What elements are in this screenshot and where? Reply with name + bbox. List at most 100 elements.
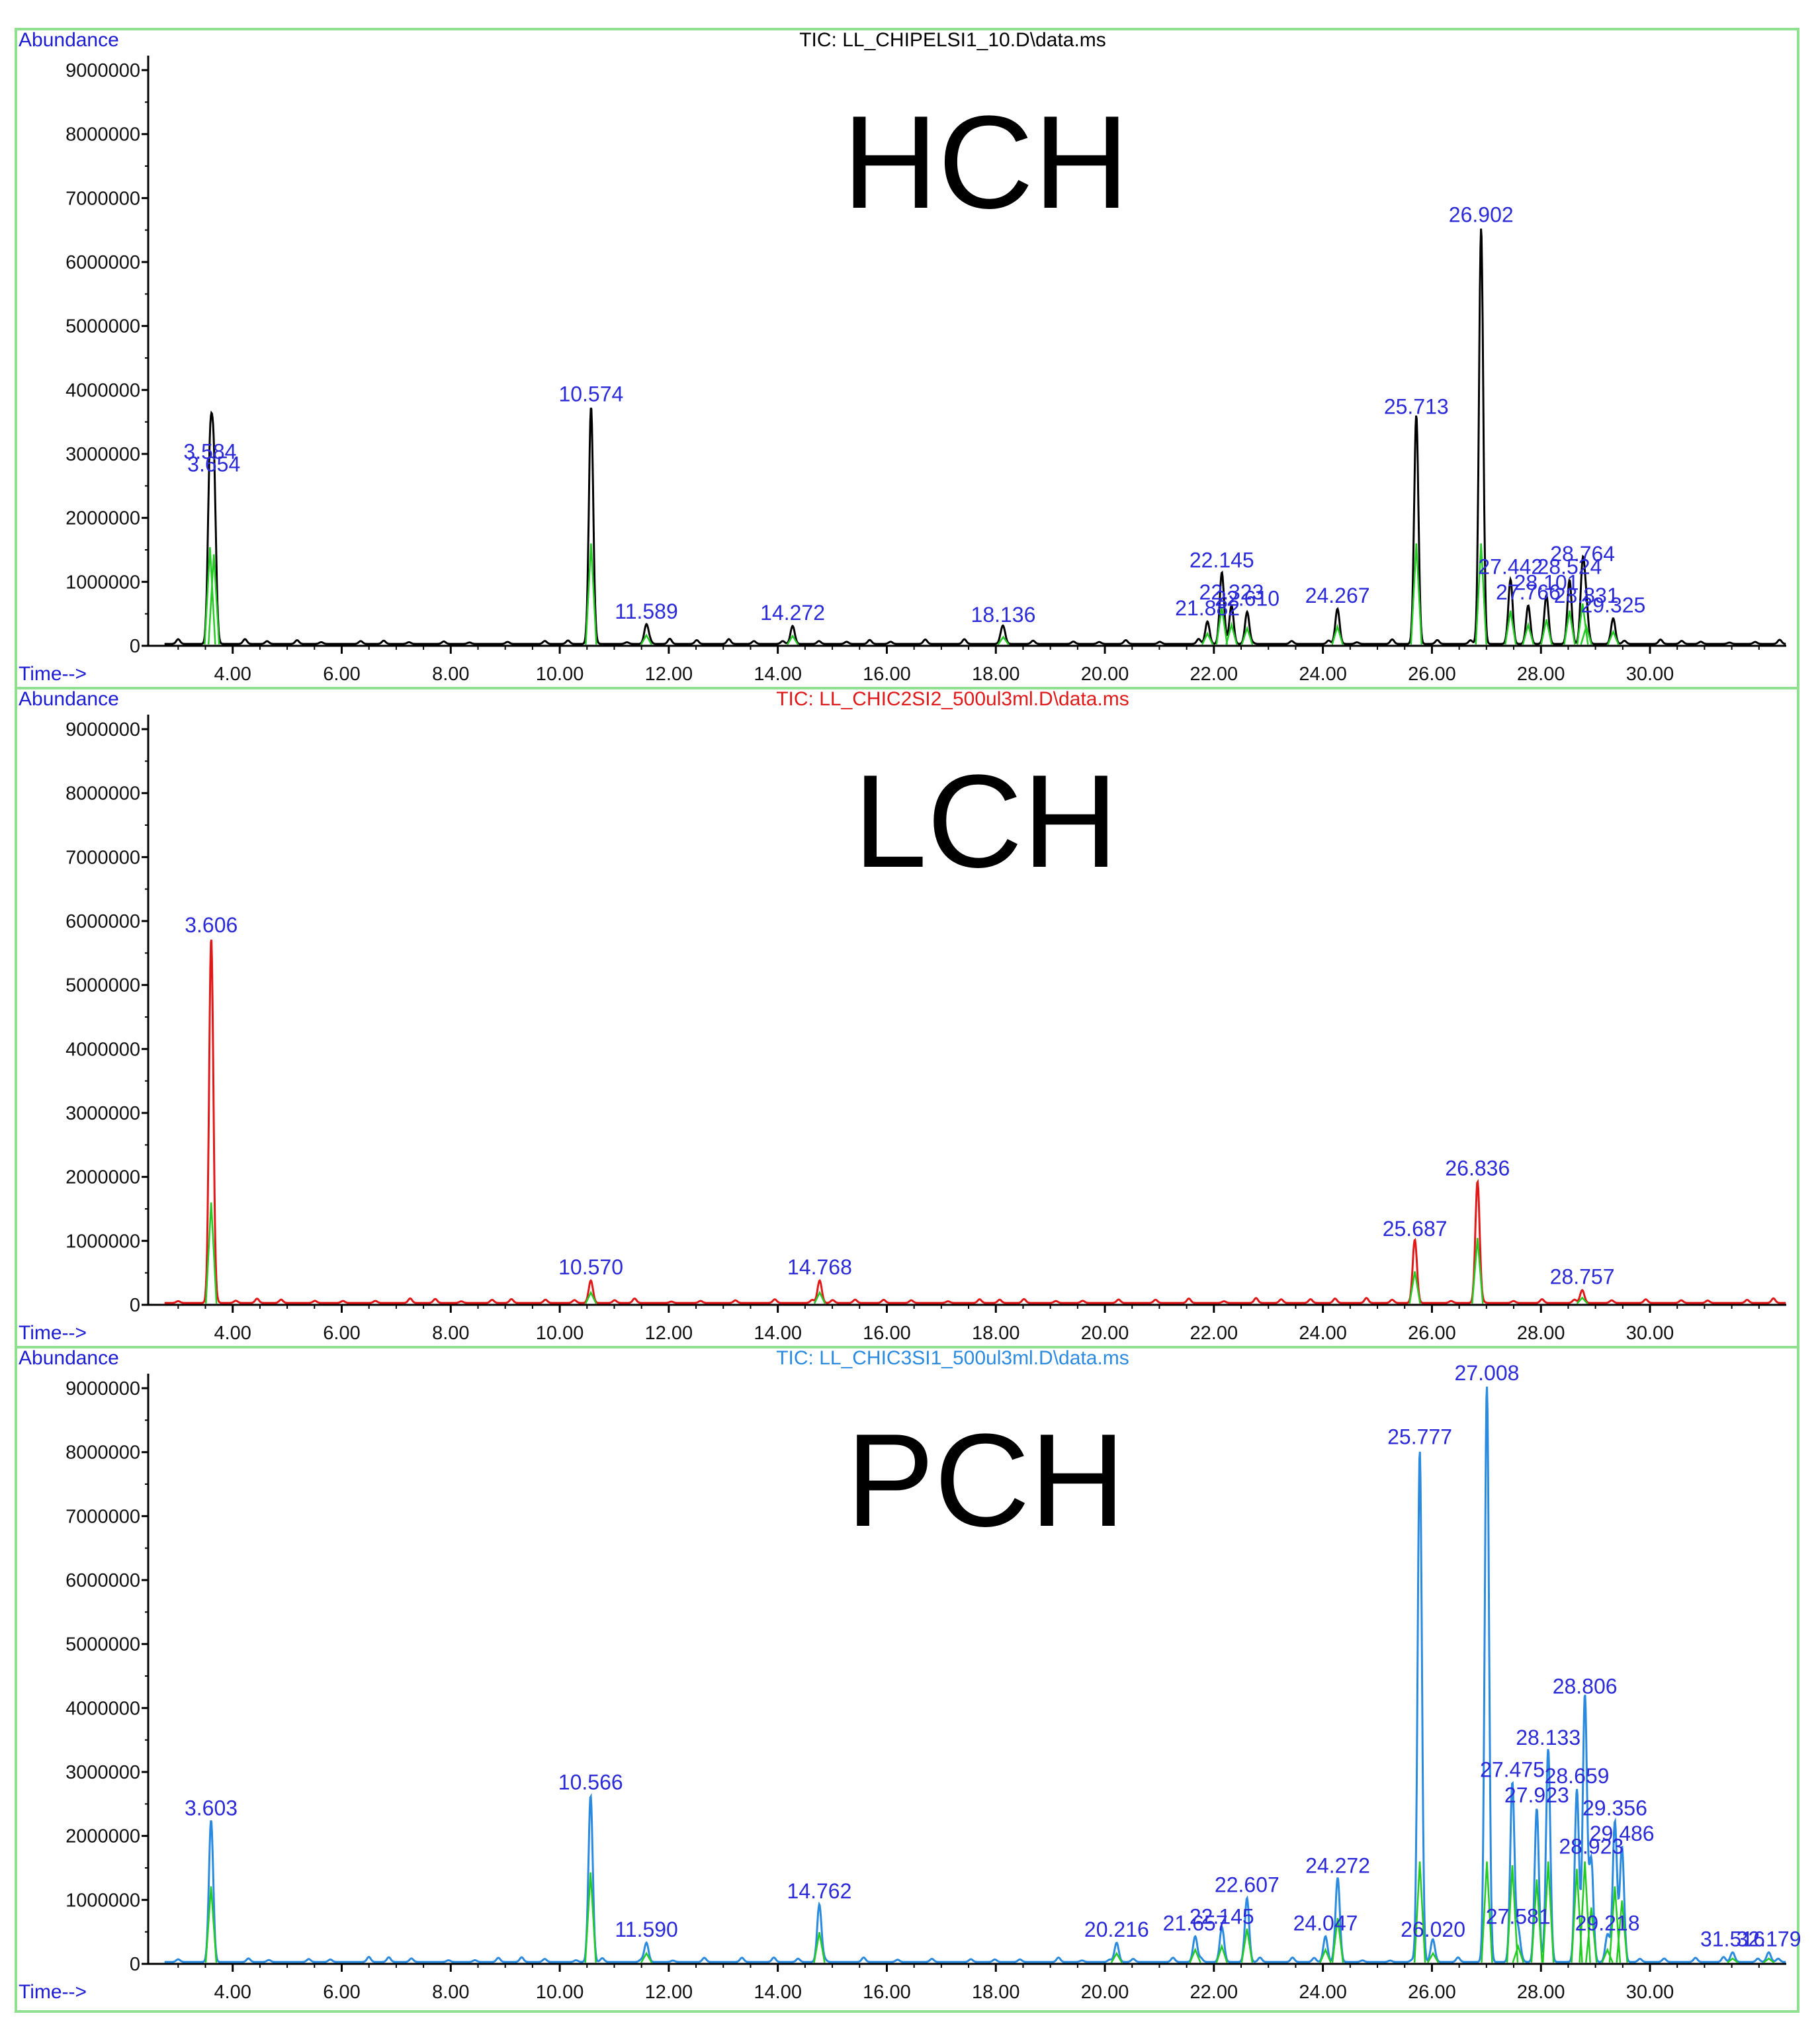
peak-label: 27.923 (1504, 1783, 1569, 1807)
y-tick-label: 9000000 (65, 60, 140, 81)
x-tick-label: 24.00 (1299, 1982, 1347, 2003)
peak-label: 14.768 (787, 1255, 852, 1279)
x-tick-label: 18.00 (972, 664, 1020, 685)
integration-mark (1110, 1951, 1123, 1963)
integration-mark (1410, 543, 1423, 645)
integration-mark (1585, 1907, 1598, 1963)
chart-panel-hch: 0 1000000 2000000 3000000 4000000 5000000 6000… (15, 28, 1799, 689)
peak-label: 21.657 (1163, 1911, 1228, 1935)
peak-label: 18.136 (971, 603, 1036, 627)
y-tick-label: 7000000 (65, 1506, 140, 1527)
peak-label: 22.323 (1199, 580, 1264, 604)
x-tick-label: 18.00 (972, 1982, 1020, 2003)
x-tick-label: 18.00 (972, 1323, 1020, 1344)
y-tick-label: 4000000 (65, 1039, 140, 1060)
integration-mark (997, 635, 1010, 645)
x-tick-label: 20.00 (1081, 1323, 1129, 1344)
x-tick-label: 26.00 (1408, 1323, 1456, 1344)
y-tick-label: 7000000 (65, 847, 140, 868)
peak-label: 32.179 (1737, 1927, 1801, 1951)
y-tick-label: 9000000 (65, 1378, 140, 1399)
y-tick-label: 2000000 (65, 508, 140, 529)
x-axis-title: Time--> (19, 663, 87, 685)
integration-mark (1522, 621, 1535, 645)
chart-title: TIC: LL_CHIPELSI1_10.D\data.ms (799, 29, 1106, 51)
integration-mark (1541, 1861, 1555, 1963)
x-tick-label: 6.00 (323, 664, 360, 685)
integration-mark (1576, 1296, 1588, 1304)
y-tick-label: 5000000 (65, 975, 140, 996)
chart-title: TIC: LL_CHIC2SI2_500ul3ml.D\data.ms (776, 688, 1129, 710)
y-axis-title: Abundance (19, 29, 119, 51)
y-tick-label: 1000000 (65, 1890, 140, 1911)
peak-label: 14.762 (787, 1879, 852, 1903)
y-tick-label: 3000000 (65, 1103, 140, 1124)
integration-mark (1512, 1943, 1524, 1963)
y-tick-label: 5000000 (65, 1634, 140, 1656)
chart-panel-pch: 0 1000000 2000000 3000000 4000000 5000000 6000… (15, 1346, 1801, 2013)
y-tick-label: 2000000 (65, 1826, 140, 1847)
peak-label: 10.570 (558, 1255, 623, 1279)
integration-mark (1215, 607, 1229, 645)
x-axis-title: Time--> (19, 1981, 87, 2003)
integration-mark (1475, 543, 1487, 645)
integration-mark (1215, 1943, 1228, 1963)
y-tick-label: 2000000 (65, 1167, 140, 1188)
integration-mark (1727, 1957, 1739, 1964)
integration-mark (1413, 1861, 1426, 1963)
integration-mark (1319, 1947, 1332, 1963)
y-tick-label: 5000000 (65, 316, 140, 337)
integration-mark (1563, 610, 1576, 645)
peak-label: 28.659 (1545, 1764, 1610, 1788)
peak-label: 25.713 (1384, 395, 1449, 419)
y-tick-label: 3000000 (65, 1762, 140, 1783)
peak-label: 28.133 (1516, 1726, 1581, 1749)
peak-label: 22.610 (1215, 587, 1279, 611)
y-tick-label: 6000000 (65, 252, 140, 273)
integration-mark (1506, 1865, 1519, 1963)
integration-mark (204, 547, 216, 645)
integration-mark (640, 1951, 653, 1963)
y-tick-label: 6000000 (65, 1570, 140, 1591)
x-tick-label: 10.00 (536, 1323, 584, 1344)
y-tick-label: 1000000 (65, 1231, 140, 1252)
x-tick-label: 14.00 (754, 1323, 802, 1344)
x-tick-label: 22.00 (1190, 1982, 1238, 2003)
integration-mark (1331, 623, 1344, 645)
peak-label: 27.008 (1455, 1361, 1520, 1385)
peak-label: 25.687 (1383, 1217, 1448, 1241)
chart-title: TIC: LL_CHIC3SI1_500ul3ml.D\data.ms (776, 1347, 1129, 1369)
y-tick-label: 6000000 (65, 911, 140, 932)
x-tick-label: 26.00 (1408, 1982, 1456, 2003)
sample-label: HCH (842, 89, 1129, 236)
x-tick-label: 24.00 (1299, 1323, 1347, 1344)
peak-label: 22.607 (1215, 1873, 1279, 1896)
x-tick-label: 8.00 (432, 664, 469, 685)
peak-label: 27.475 (1480, 1757, 1545, 1781)
integration-mark (813, 1931, 826, 1963)
x-tick-label: 6.00 (323, 1982, 360, 2003)
y-tick-label: 0 (130, 1954, 140, 1975)
x-tick-label: 30.00 (1626, 1323, 1674, 1344)
x-tick-label: 28.00 (1517, 664, 1565, 685)
y-tick-label: 7000000 (65, 188, 140, 209)
integration-mark (204, 1202, 218, 1304)
integration-mark (1408, 1271, 1421, 1304)
integration-mark (584, 1872, 597, 1963)
y-tick-label: 4000000 (65, 1698, 140, 1719)
x-tick-label: 28.00 (1517, 1982, 1565, 2003)
peak-label: 25.777 (1387, 1425, 1452, 1449)
x-tick-label: 8.00 (432, 1982, 469, 2003)
x-tick-label: 12.00 (645, 1323, 693, 1344)
x-tick-label: 16.00 (863, 1323, 911, 1344)
x-axis-title: Time--> (19, 1322, 87, 1344)
integration-mark (1540, 619, 1553, 645)
peak-label: 28.101 (1514, 571, 1579, 595)
peak-label: 29.486 (1590, 1822, 1655, 1845)
y-axis-title: Abundance (19, 1347, 119, 1369)
y-tick-label: 8000000 (65, 1442, 140, 1464)
integration-mark (813, 1290, 826, 1304)
peak-label: 27.766 (1496, 580, 1561, 604)
integration-mark (1189, 1947, 1201, 1963)
integration-mark (640, 633, 653, 645)
